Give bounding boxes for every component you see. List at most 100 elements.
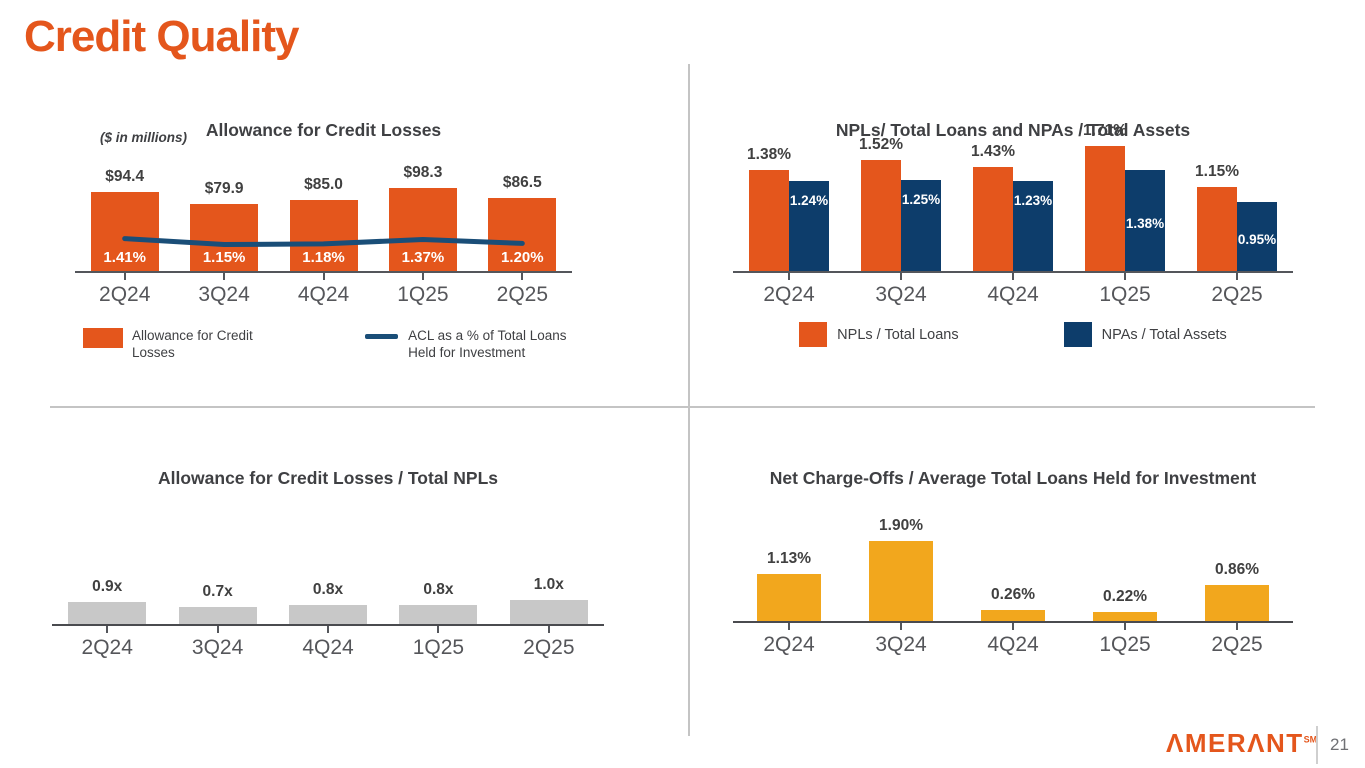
chart-net-charge-offs: Net Charge-Offs / Average Total Loans He… xyxy=(733,450,1293,680)
bar: 0.8x xyxy=(289,581,368,624)
bar: $85.0 xyxy=(289,176,358,271)
axis-tick xyxy=(788,273,790,280)
x-axis-label: 2Q24 xyxy=(763,633,815,656)
x-axis-label: 3Q24 xyxy=(191,636,244,659)
horizontal-divider xyxy=(50,406,1315,408)
axis-tick xyxy=(421,273,424,280)
bar: $86.5 xyxy=(488,174,557,271)
bar: 1.90% xyxy=(869,517,933,621)
bar-group: 0.26% xyxy=(957,541,1069,630)
x-axis-label: 2Q24 xyxy=(99,283,151,306)
bar-value-label: 1.23% xyxy=(1013,193,1053,209)
bar: 1.38% xyxy=(747,146,791,271)
axis-tick xyxy=(216,626,219,633)
bar-value-label: 0.8x xyxy=(423,580,454,598)
axis-tick xyxy=(900,623,902,630)
chart-title: NPLs/ Total Loans and NPAs / Total Asset… xyxy=(835,119,1191,140)
bar: 1.15% xyxy=(1195,163,1239,271)
bar: 0.86% xyxy=(1205,561,1269,621)
bar-group: 1.43% 1.23% xyxy=(957,129,1069,280)
legend-swatch-orange xyxy=(799,322,828,347)
bar-group: 1.0x xyxy=(494,564,604,633)
bar-value-label: 1.43% xyxy=(971,142,1015,160)
bar-group: $98.3 1.37% xyxy=(373,151,472,280)
bar-group: 1.90% xyxy=(845,517,957,630)
chart-title: Allowance for Credit Losses / Total NPLs xyxy=(157,467,499,488)
axis-tick xyxy=(123,273,126,280)
line-value-label: 1.20% xyxy=(501,249,544,266)
x-axis-labels: 2Q24 3Q24 4Q24 1Q25 2Q25 xyxy=(52,636,604,660)
bar-group: 1.52% 1.25% xyxy=(845,129,957,280)
legend-line-swatch xyxy=(365,334,399,339)
bar-group: $94.4 1.41% xyxy=(75,151,174,280)
page-number: 21 xyxy=(1330,735,1349,754)
bar-group: 0.7x xyxy=(162,564,272,633)
plot-area: 1.38% 1.24% 1.52% 1.25% 1.43% 1.23% 1.71% 1.38%… xyxy=(733,122,1293,280)
bar-value-label: 0.9x xyxy=(92,578,123,596)
axis-tick xyxy=(1012,273,1014,280)
legend-item: NPLs / Total Loans xyxy=(799,322,959,347)
bar: 0.95% xyxy=(1237,201,1277,271)
plot-area: 1.13% 1.90% 0.26% 0.22% 0.86% xyxy=(733,517,1293,630)
bar: $98.3 xyxy=(388,164,457,271)
legend-label: NPAs / Total Assets xyxy=(1101,327,1227,343)
page-title: Credit Quality xyxy=(24,12,299,61)
vertical-divider xyxy=(688,64,690,736)
bar: 1.0x xyxy=(509,576,588,624)
x-axis-labels: 2Q24 3Q24 4Q24 1Q25 2Q25 xyxy=(733,633,1293,657)
x-axis-label: 1Q25 xyxy=(1099,633,1151,656)
axis-tick xyxy=(223,273,226,280)
x-axis-label: 2Q24 xyxy=(81,636,133,659)
legend-swatch-navy xyxy=(1063,322,1092,347)
axis-tick xyxy=(106,626,109,633)
axis-tick xyxy=(327,626,330,633)
x-axis-label: 4Q24 xyxy=(987,633,1039,656)
x-axis-label: 3Q24 xyxy=(875,283,927,306)
logo-sm-mark: SM xyxy=(1303,734,1318,745)
bar: 1.13% xyxy=(757,550,821,621)
chart-title: Net Charge-Offs / Average Total Loans He… xyxy=(769,467,1257,488)
bar: 1.71% xyxy=(1083,122,1127,271)
axis-tick xyxy=(437,626,440,633)
bar: 0.22% xyxy=(1093,588,1157,621)
axis-tick xyxy=(900,273,902,280)
chart-allowance-for-credit-losses: Allowance for Credit Losses ($ in millio… xyxy=(75,103,572,398)
x-axis-label: 4Q24 xyxy=(987,283,1039,306)
bar: 1.38% xyxy=(1125,170,1165,271)
x-axis-label: 2Q25 xyxy=(496,283,549,306)
line-value-label: 1.15% xyxy=(202,249,246,266)
bar-value-label: $94.4 xyxy=(105,167,145,185)
bar: $94.4 xyxy=(90,168,159,271)
chart-npls-npas: NPLs/ Total Loans and NPAs / Total Asset… xyxy=(733,100,1293,395)
axis-tick xyxy=(547,626,550,633)
bar-value-label: 0.86% xyxy=(1215,560,1259,578)
bar-group: $79.9 1.15% xyxy=(174,151,273,280)
bar-value-label: 0.95% xyxy=(1237,231,1277,247)
legend-label: NPLs / Total Loans xyxy=(837,327,959,343)
bar-value-label: 1.90% xyxy=(879,517,923,535)
bar: 0.26% xyxy=(981,586,1045,621)
legend: Allowance for Credit Losses ACL as a % o… xyxy=(83,328,572,362)
line-value-label: 1.41% xyxy=(103,249,146,266)
bar-value-label: $79.9 xyxy=(204,179,244,197)
axis-tick xyxy=(1236,273,1238,280)
bar-value-label: 1.25% xyxy=(901,191,941,207)
bar-value-label: 1.13% xyxy=(767,549,811,567)
bar-value-label: 1.38% xyxy=(1125,216,1165,232)
bar-value-label: 1.71% xyxy=(1083,122,1127,140)
bar-value-label: 1.15% xyxy=(1195,163,1239,181)
bar-group: 0.8x xyxy=(273,564,383,633)
bar-group: 0.86% xyxy=(1181,541,1293,630)
chart-subtitle: ($ in millions) xyxy=(100,130,188,145)
bar-value-label: $98.3 xyxy=(403,164,443,182)
x-axis-label: 2Q24 xyxy=(763,283,815,306)
bar: 1.24% xyxy=(789,180,829,271)
legend-label: Allowance for Credit Losses xyxy=(132,328,253,360)
axis-tick xyxy=(1012,623,1014,630)
bar-group: 1.71% 1.38% xyxy=(1069,122,1181,280)
x-axis-label: 4Q24 xyxy=(297,283,350,306)
x-axis-label: 1Q25 xyxy=(397,283,449,306)
line-value-label: 1.18% xyxy=(302,249,345,266)
legend-item: Allowance for Credit Losses xyxy=(83,328,291,362)
bar: 0.8x xyxy=(399,581,478,624)
